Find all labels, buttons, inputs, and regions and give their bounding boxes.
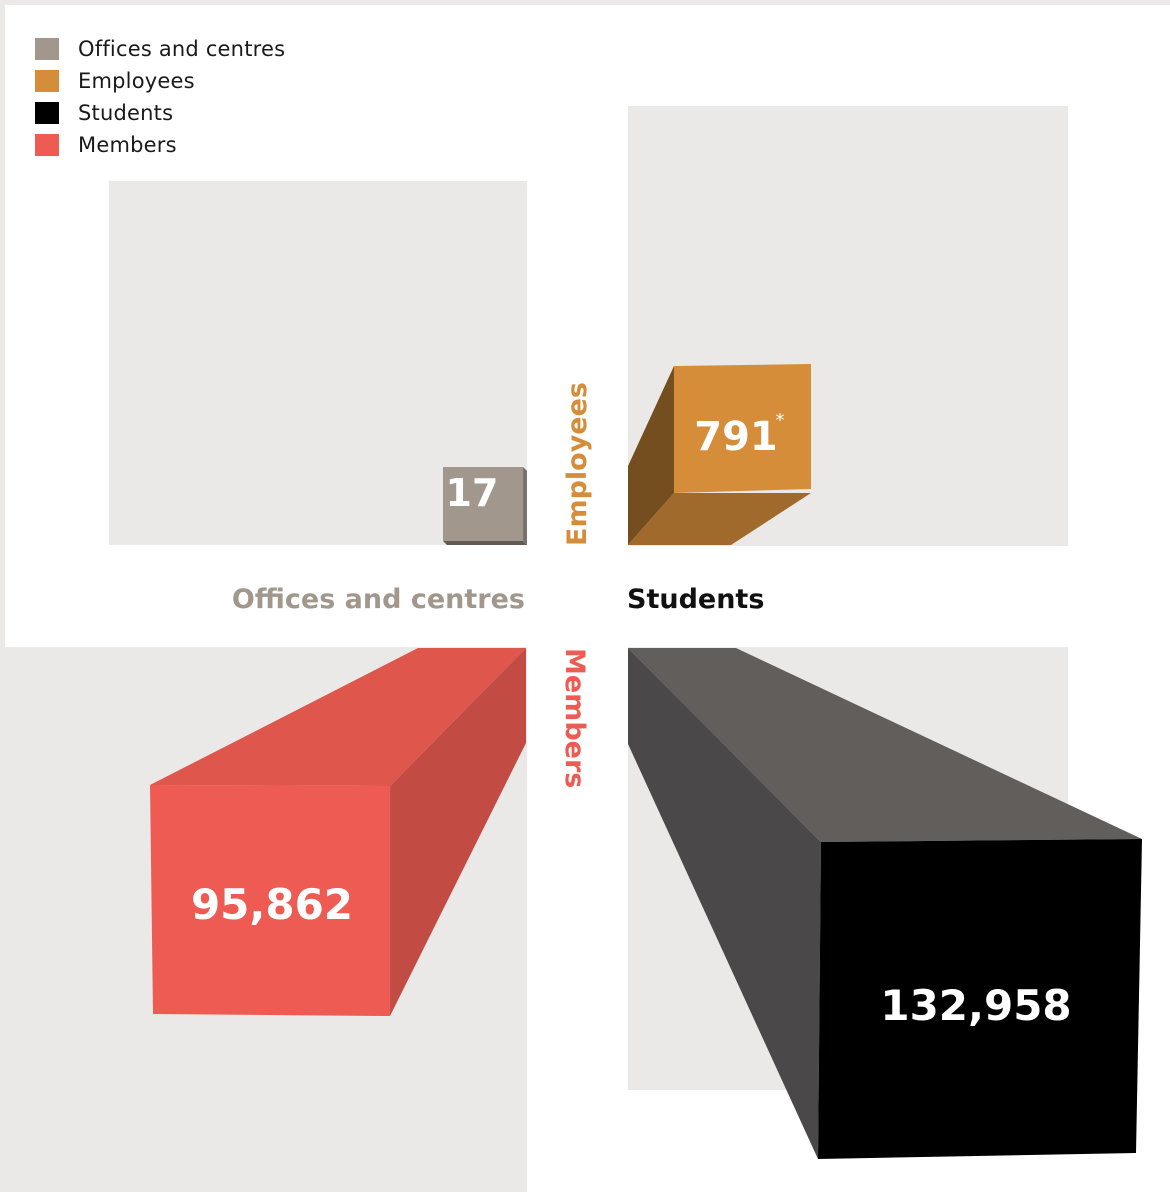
bar-offices-side (523, 467, 527, 545)
bar-students-side (628, 648, 821, 1159)
quadrant-label-students: Students (627, 584, 764, 615)
bar-students-front (818, 839, 1142, 1159)
legend-item-offices: Offices and centres (35, 33, 315, 65)
bar-employees-bottom (628, 493, 811, 545)
value-label-members: 95,862 (191, 880, 353, 929)
legend-swatch-members (35, 134, 59, 156)
legend-swatch-employees (35, 70, 59, 92)
bar-offices-front (443, 467, 523, 541)
quadrant-label-employees: Employees (562, 382, 593, 546)
legend-item-employees: Employees (35, 65, 315, 97)
legend-label-offices: Offices and centres (78, 37, 286, 61)
legend-label-students: Students (78, 101, 174, 125)
bar-members-front (150, 785, 391, 1017)
bar-members-side (390, 648, 526, 1017)
legend-label-members: Members (78, 133, 177, 157)
legend-item-members: Members (35, 129, 315, 161)
legend-label-employees: Employees (78, 69, 195, 93)
legend: Offices and centres Employees Students M… (8, 8, 315, 181)
legend-item-students: Students (35, 97, 315, 129)
footnote-mark-employees: * (776, 410, 785, 431)
bar-members-top (150, 648, 526, 786)
bar-students-top (628, 648, 1142, 842)
value-label-students: 132,958 (880, 981, 1071, 1030)
value-label-offices: 17 (446, 471, 499, 515)
legend-swatch-students (35, 102, 59, 124)
bar-employees-side (628, 366, 674, 545)
legend-swatch-offices (35, 38, 59, 60)
bar-employees-front (674, 364, 811, 493)
quadrant-label-members: Members (559, 648, 590, 788)
quadrant-label-offices: Offices and centres (232, 584, 525, 615)
value-label-employees: 791 (694, 414, 778, 460)
axis-band-horizontal (5, 545, 1170, 647)
bar-offices-bottom (443, 541, 527, 545)
